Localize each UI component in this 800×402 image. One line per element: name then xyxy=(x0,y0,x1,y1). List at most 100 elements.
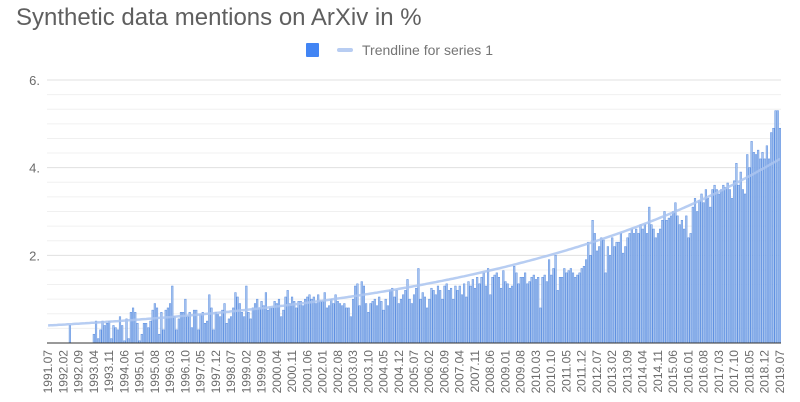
bar xyxy=(574,277,577,344)
bar xyxy=(517,283,520,344)
bar xyxy=(715,189,718,344)
chart-title: Synthetic data mentions on ArXiv in % xyxy=(16,4,422,31)
bar xyxy=(338,303,342,344)
bar xyxy=(386,305,389,344)
x-tick-label: 2010.10 xyxy=(544,350,558,394)
bar xyxy=(737,184,740,344)
bar xyxy=(312,296,315,344)
bar xyxy=(410,303,413,344)
bar xyxy=(199,314,202,344)
x-tick-label: 2002.08 xyxy=(331,350,345,394)
bar xyxy=(595,250,599,344)
bar xyxy=(598,246,601,344)
bar xyxy=(249,318,252,344)
bar xyxy=(654,237,657,344)
bar xyxy=(587,241,590,344)
bar xyxy=(345,307,348,344)
bar xyxy=(225,323,228,344)
y-tick-label: 4. xyxy=(29,161,40,176)
bar xyxy=(286,290,289,344)
bar xyxy=(530,277,533,344)
bar xyxy=(463,283,466,344)
bar xyxy=(646,233,649,344)
bar xyxy=(456,290,459,344)
bar xyxy=(116,329,119,344)
bar xyxy=(408,298,411,344)
bar xyxy=(131,307,135,344)
bar xyxy=(406,279,409,344)
bar xyxy=(537,277,540,344)
bar xyxy=(445,283,448,344)
bar xyxy=(380,301,383,344)
bar xyxy=(251,307,254,344)
bar xyxy=(648,206,651,344)
bar xyxy=(129,312,132,344)
bar xyxy=(288,303,291,344)
bar xyxy=(125,318,128,344)
bar xyxy=(145,323,148,344)
bar xyxy=(593,233,596,344)
bar xyxy=(395,290,398,344)
legend-trendline-swatch xyxy=(337,48,353,52)
bar xyxy=(515,272,518,344)
x-tick-label: 2018.05 xyxy=(742,350,756,394)
bar xyxy=(332,303,335,344)
bar xyxy=(532,274,535,344)
bar xyxy=(149,320,152,344)
bar xyxy=(506,283,509,344)
bar xyxy=(676,215,679,344)
bar xyxy=(545,281,548,344)
bar xyxy=(489,294,492,344)
bar xyxy=(548,259,551,344)
bar xyxy=(264,292,267,344)
bar xyxy=(447,290,450,344)
bar xyxy=(184,298,187,344)
bar xyxy=(415,287,418,344)
bar xyxy=(354,285,357,344)
bar xyxy=(608,255,612,344)
bar xyxy=(230,316,233,344)
bar xyxy=(134,312,137,344)
bar xyxy=(158,333,161,344)
legend-series-swatch[interactable] xyxy=(306,43,319,57)
bar xyxy=(578,272,581,344)
x-tick-label: 1993.11 xyxy=(102,350,116,393)
bar xyxy=(367,312,370,344)
bar xyxy=(221,309,224,344)
bar xyxy=(240,312,244,344)
bar xyxy=(108,320,111,344)
x-tick-label: 2006.02 xyxy=(422,350,436,394)
bar xyxy=(151,309,154,344)
bar xyxy=(397,303,400,344)
bar xyxy=(393,296,396,344)
bar xyxy=(665,220,668,344)
bar xyxy=(328,305,331,344)
bar xyxy=(582,266,585,344)
bar xyxy=(484,285,487,344)
x-tick-label: 2002.01 xyxy=(316,350,330,394)
bar xyxy=(550,274,553,344)
bar xyxy=(371,301,374,344)
bar xyxy=(661,220,664,344)
bar xyxy=(280,316,283,344)
x-tick-label: 1996.03 xyxy=(163,350,177,394)
bar xyxy=(567,270,570,344)
bar xyxy=(569,268,572,344)
bar xyxy=(177,318,180,344)
bar xyxy=(613,246,616,344)
legend-trendline-label[interactable]: Trendline for series 1 xyxy=(362,42,493,58)
x-tick-label: 2007.11 xyxy=(468,350,482,393)
bar xyxy=(728,189,731,344)
bar xyxy=(147,327,150,344)
x-tick-label: 1994.06 xyxy=(117,350,131,394)
bar xyxy=(110,338,113,344)
bar xyxy=(382,309,385,344)
bar xyxy=(524,272,527,344)
bar xyxy=(556,290,559,344)
bar xyxy=(140,333,143,344)
bar xyxy=(458,285,461,344)
bar xyxy=(541,277,544,344)
bar xyxy=(190,327,193,344)
x-tick-label: 2005.07 xyxy=(407,350,421,394)
bar xyxy=(759,158,762,344)
